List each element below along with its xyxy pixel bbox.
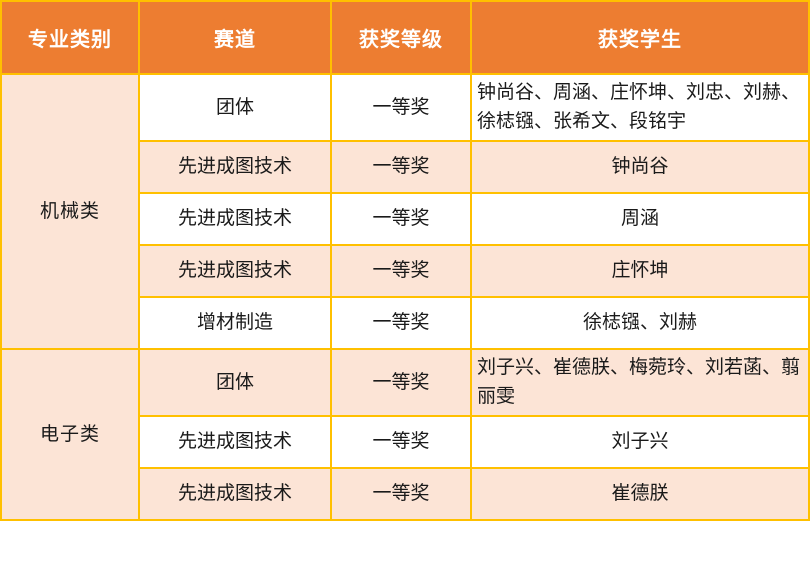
students-cell: 崔德朕 (470, 466, 810, 521)
category-cell: 机械类 (0, 73, 140, 350)
students-cell: 刘子兴 (470, 414, 810, 469)
table-row: 机械类 团体 一等奖 钟尚谷、周涵、庄怀坤、刘忠、刘赫、徐梽镪、张希文、段铭宇 (0, 73, 810, 350)
level-cell: 一等奖 (330, 414, 472, 469)
table-row: 增材制造 一等奖 徐梽镪、刘赫 (1, 295, 810, 350)
track-cell: 先进成图技术 (138, 243, 332, 298)
header-track: 赛道 (138, 0, 332, 75)
students-cell: 周涵 (470, 191, 810, 246)
level-cell: 一等奖 (330, 139, 472, 194)
level-cell: 一等奖 (330, 466, 472, 521)
table-header-row: 专业类别 赛道 获奖等级 获奖学生 (0, 0, 810, 75)
header-students: 获奖学生 (470, 0, 810, 75)
track-cell: 增材制造 (138, 295, 332, 350)
track-cell: 先进成图技术 (138, 139, 332, 194)
category-cell: 电子类 (0, 347, 140, 521)
level-cell: 一等奖 (330, 295, 472, 350)
table-row: 先进成图技术 一等奖 刘子兴 (1, 414, 810, 469)
table-row: 先进成图技术 一等奖 崔德朕 (1, 466, 810, 521)
students-cell: 刘子兴、崔德朕、梅菀玲、刘若菡、翦丽雯 (470, 347, 810, 417)
level-cell: 一等奖 (330, 243, 472, 298)
track-cell: 先进成图技术 (138, 414, 332, 469)
awards-table: 专业类别 赛道 获奖等级 获奖学生 机械类 团体 一等奖 钟尚谷、周涵、庄怀坤、刘忠、… (0, 0, 810, 521)
table-row: 先进成图技术 一等奖 钟尚谷 (1, 139, 810, 194)
header-category: 专业类别 (0, 0, 140, 75)
students-cell: 钟尚谷 (470, 139, 810, 194)
students-cell: 徐梽镪、刘赫 (470, 295, 810, 350)
level-cell: 一等奖 (330, 347, 472, 417)
track-cell: 先进成图技术 (138, 191, 332, 246)
track-cell: 先进成图技术 (138, 466, 332, 521)
students-cell: 钟尚谷、周涵、庄怀坤、刘忠、刘赫、徐梽镪、张希文、段铭宇 (470, 73, 810, 142)
table-row: 先进成图技术 一等奖 周涵 (1, 191, 810, 246)
track-cell: 团体 (138, 347, 332, 417)
table-row: 先进成图技术 一等奖 庄怀坤 (1, 243, 810, 298)
table-body: 机械类 团体 一等奖 钟尚谷、周涵、庄怀坤、刘忠、刘赫、徐梽镪、张希文、段铭宇 先进成图… (0, 73, 810, 521)
level-cell: 一等奖 (330, 73, 472, 142)
table-row: 电子类 团体 一等奖 刘子兴、崔德朕、梅菀玲、刘若菡、翦丽雯 (0, 347, 810, 521)
header-level: 获奖等级 (330, 0, 472, 75)
students-cell: 庄怀坤 (470, 243, 810, 298)
track-cell: 团体 (138, 73, 332, 142)
level-cell: 一等奖 (330, 191, 472, 246)
